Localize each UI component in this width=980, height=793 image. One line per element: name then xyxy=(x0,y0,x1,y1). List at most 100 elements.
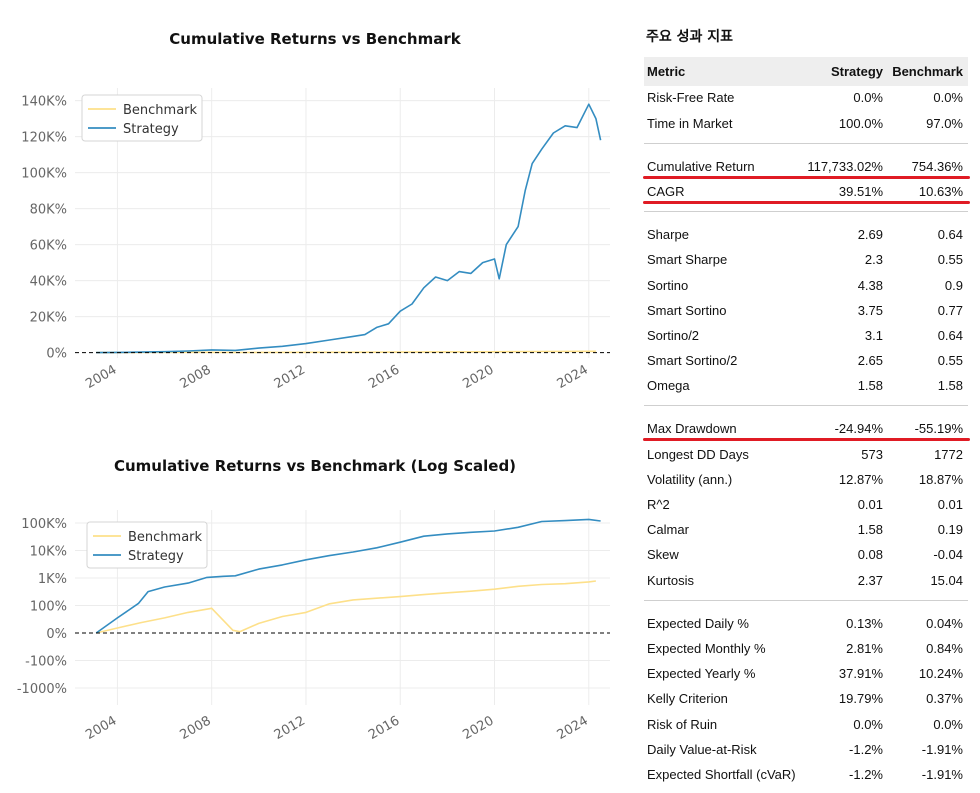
metric-row-kelly-criterion: Kelly Criterion 19.79% 0.37% xyxy=(644,687,968,711)
benchmark-value: -1.91% xyxy=(921,767,963,782)
benchmark-value: 0.01 xyxy=(937,497,963,512)
group-separator xyxy=(644,143,968,144)
y-tick-label: -100% xyxy=(25,655,67,670)
benchmark-value: 754.36% xyxy=(911,159,963,174)
metric-name: Sortino/2 xyxy=(647,328,700,343)
metrics-header-row: Metric Strategy Benchmark xyxy=(644,57,968,86)
strategy-value: 3.75 xyxy=(857,303,883,318)
metric-name: Daily Value-at-Risk xyxy=(647,742,757,757)
highlight-underline xyxy=(643,201,970,204)
metric-row-cagr: CAGR 39.51% 10.63% xyxy=(644,180,968,204)
benchmark-value: 0.55 xyxy=(937,353,963,368)
group-separator xyxy=(644,600,968,601)
y-tick-label: 80K% xyxy=(30,203,67,218)
x-tick-label: 2008 xyxy=(178,362,214,392)
benchmark-value: 0.55 xyxy=(937,252,963,267)
series-line-strategy xyxy=(95,518,601,634)
y-tick-label: 120K% xyxy=(21,131,67,146)
x-tick-label: 2016 xyxy=(366,713,402,743)
benchmark-value: 18.87% xyxy=(918,472,963,487)
y-tick-label: 100% xyxy=(30,600,67,615)
cumulative-returns-chart: Cumulative Returns vs Benchmark 0% 20K% 40K… xyxy=(0,0,620,410)
metric-name: Risk of Ruin xyxy=(647,717,718,732)
metric-row-daily-value-at-risk: Daily Value-at-Risk -1.2% -1.91% xyxy=(644,738,968,762)
x-tick-label: 2012 xyxy=(272,713,308,743)
header-metric: Metric xyxy=(647,64,686,79)
metric-row-expected-yearly: Expected Yearly % 37.91% 10.24% xyxy=(644,662,968,686)
metric-row-risk-free-rate: Risk-Free Rate 0.0% 0.0% xyxy=(644,86,968,110)
metric-row-expected-monthly: Expected Monthly % 2.81% 0.84% xyxy=(644,637,968,661)
metric-name: Risk-Free Rate xyxy=(647,90,735,105)
key-metrics-panel: 주요 성과 지표 Metric Strategy Benchmark Risk-Fre… xyxy=(640,0,970,793)
metric-row-sortino: Sortino 4.38 0.9 xyxy=(644,274,968,298)
strategy-value: 1.58 xyxy=(857,522,883,537)
metric-row-time-in-market: Time in Market 100.0% 97.0% xyxy=(644,112,968,136)
group-separator xyxy=(644,211,968,212)
legend-label-benchmark: Benchmark xyxy=(123,103,198,118)
benchmark-value: 0.64 xyxy=(937,227,963,242)
metric-name: Smart Sortino xyxy=(647,303,727,318)
metric-name: Omega xyxy=(647,378,690,393)
legend-box xyxy=(81,94,203,142)
chart-svg: Cumulative Returns vs Benchmark 0% 20K% 40K… xyxy=(21,30,610,392)
x-tick-label: 2008 xyxy=(178,713,214,743)
metrics-title: 주요 성과 지표 xyxy=(646,29,734,45)
strategy-value: 2.37 xyxy=(857,573,883,588)
benchmark-value: 15.04 xyxy=(930,573,963,588)
strategy-value: 0.08 xyxy=(857,547,883,562)
y-tick-label: 0% xyxy=(46,627,67,642)
strategy-value: 0.01 xyxy=(857,497,883,512)
strategy-value: 0.0% xyxy=(853,717,883,732)
metric-row-smart-sortino: Smart Sortino 3.75 0.77 xyxy=(644,299,968,323)
x-tick-label: 2024 xyxy=(555,713,591,743)
strategy-value: 3.1 xyxy=(864,328,883,343)
metric-row-calmar: Calmar 1.58 0.19 xyxy=(644,518,968,542)
metric-row-max-drawdown: Max Drawdown -24.94% -55.19% xyxy=(644,417,968,441)
y-tick-label: 1K% xyxy=(38,572,67,587)
metric-row-expected-shortfall-cvar: Expected Shortfall (cVaR) -1.2% -1.91% xyxy=(644,763,968,787)
metric-row-omega: Omega 1.58 1.58 xyxy=(644,374,968,398)
strategy-value: 0.13% xyxy=(846,616,883,631)
metric-name: Longest DD Days xyxy=(647,447,749,462)
metric-row-smart-sortino-2: Smart Sortino/2 2.65 0.55 xyxy=(644,349,968,373)
strategy-value: 4.38 xyxy=(857,278,883,293)
metric-row-smart-sharpe: Smart Sharpe 2.3 0.55 xyxy=(644,248,968,272)
metric-row-expected-daily: Expected Daily % 0.13% 0.04% xyxy=(644,612,968,636)
chart-title: Cumulative Returns vs Benchmark (Log Sca… xyxy=(114,457,516,475)
benchmark-value: 0.0% xyxy=(933,90,963,105)
metric-row-cumulative-return: Cumulative Return 117,733.02% 754.36% xyxy=(644,155,968,179)
metric-row-sharpe: Sharpe 2.69 0.64 xyxy=(644,223,968,247)
benchmark-value: -0.04 xyxy=(933,547,963,562)
y-tick-label: 0% xyxy=(46,347,67,362)
y-tick-label: 40K% xyxy=(30,275,67,290)
x-tick-label: 2016 xyxy=(366,362,402,392)
x-tick-label: 2004 xyxy=(83,362,119,392)
benchmark-value: 0.64 xyxy=(937,328,963,343)
metric-row-volatility-ann: Volatility (ann.) 12.87% 18.87% xyxy=(644,468,968,492)
legend-label-strategy: Strategy xyxy=(128,549,184,564)
metric-row-r-2: R^2 0.01 0.01 xyxy=(644,493,968,517)
y-tick-label: 20K% xyxy=(30,311,67,326)
metric-name: Smart Sortino/2 xyxy=(647,353,738,368)
strategy-value: 37.91% xyxy=(838,666,883,681)
benchmark-value: 0.9 xyxy=(944,278,963,293)
series-line-benchmark xyxy=(96,580,597,634)
y-tick-label: 60K% xyxy=(30,239,67,254)
metric-row-skew: Skew 0.08 -0.04 xyxy=(644,543,968,567)
legend-label-strategy: Strategy xyxy=(123,122,179,137)
benchmark-value: 1772 xyxy=(934,447,963,462)
chart-legend: Benchmark Strategy xyxy=(86,521,208,569)
y-tick-label: -1000% xyxy=(17,682,67,697)
strategy-value: 2.69 xyxy=(857,227,883,242)
strategy-value: 1.58 xyxy=(857,378,883,393)
strategy-value: 19.79% xyxy=(838,691,883,706)
header-strategy: Strategy xyxy=(830,64,883,79)
metric-name: Calmar xyxy=(647,522,689,537)
strategy-value: 2.81% xyxy=(846,641,883,656)
benchmark-value: 10.63% xyxy=(918,184,963,199)
metric-name: Expected Shortfall (cVaR) xyxy=(647,767,796,782)
x-tick-label: 2020 xyxy=(460,713,496,743)
header-benchmark: Benchmark xyxy=(892,64,963,79)
y-tick-label: 140K% xyxy=(21,95,67,110)
x-tick-label: 2024 xyxy=(555,362,591,392)
